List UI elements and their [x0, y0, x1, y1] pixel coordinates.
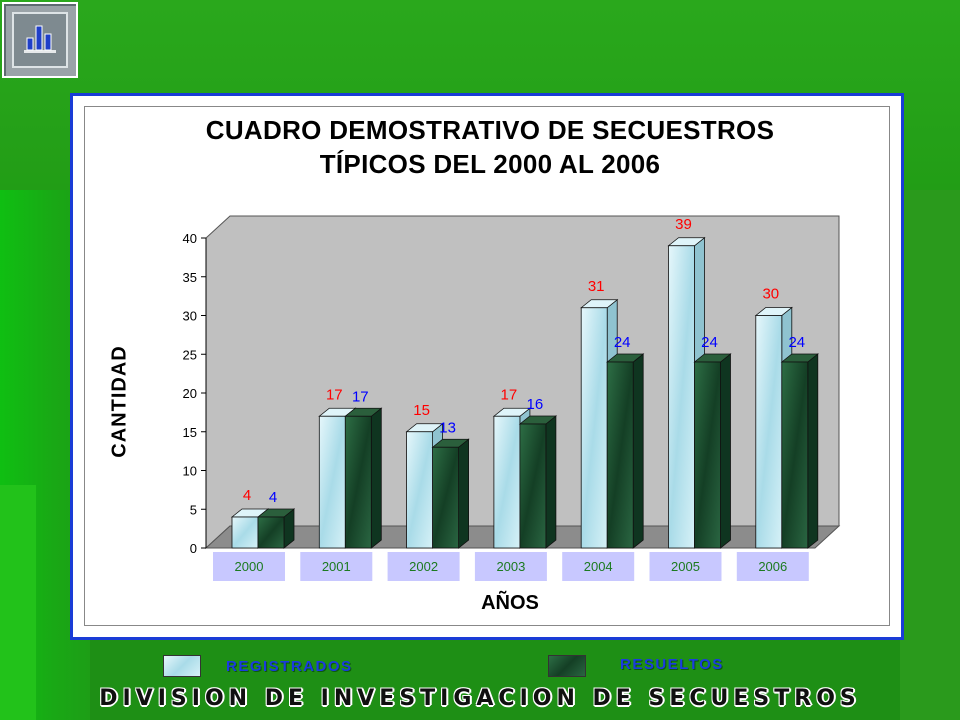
data-label-registrados: 4 — [243, 487, 251, 504]
bar-side-resueltos — [370, 407, 382, 549]
bar-registrados — [668, 245, 695, 549]
bar-registrados — [755, 315, 783, 549]
background-right-band — [900, 190, 960, 720]
y-tick-label: 0 — [190, 541, 197, 556]
bar-registrados — [318, 415, 346, 549]
y-tick-label: 35 — [183, 270, 197, 285]
bar-side-resueltos — [545, 415, 557, 549]
background-left-strip — [0, 485, 36, 720]
data-label-registrados: 30 — [762, 286, 779, 303]
x-tick-box — [474, 552, 547, 581]
bar-side-resueltos — [632, 353, 644, 549]
x-tick-box — [213, 552, 285, 581]
bar-registrados — [580, 307, 608, 549]
x-tick-box — [736, 552, 809, 581]
data-label-resueltos: 24 — [701, 334, 718, 351]
bar-resueltos — [694, 361, 721, 549]
y-tick-label: 30 — [183, 309, 197, 324]
x-tick-label: 2005 — [671, 559, 700, 574]
bar-resueltos — [432, 446, 460, 549]
x-tick-label: 2001 — [322, 559, 351, 574]
bar-registrados — [231, 516, 259, 549]
legend-label-registrados: REGISTRADOS — [226, 658, 353, 675]
x-tick-label: 2000 — [235, 559, 264, 574]
background-bottom-band — [90, 640, 900, 720]
data-label-resueltos: 13 — [439, 419, 456, 436]
bar-registrados — [493, 415, 521, 549]
y-tick-label: 20 — [183, 386, 197, 401]
y-tick-label: 5 — [190, 502, 197, 517]
data-label-resueltos: 4 — [269, 489, 277, 506]
bar-resueltos — [606, 361, 634, 549]
bar-resueltos — [344, 415, 372, 549]
bar-side-resueltos — [720, 353, 731, 549]
chart-title-line2: TÍPICOS DEL 2000 AL 2006 — [319, 149, 661, 179]
x-tick-box — [300, 552, 373, 581]
bar-resueltos — [519, 423, 547, 549]
x-tick-label: 2002 — [409, 559, 438, 574]
legend-swatch-registrados — [163, 655, 201, 677]
y-tick-label: 15 — [183, 425, 197, 440]
logo-button[interactable] — [2, 2, 78, 78]
data-label-resueltos: 16 — [527, 396, 544, 413]
footer-title: DIVISION DE INVESTIGACION DE SECUESTROS — [99, 686, 861, 711]
chart-title-line1: CUADRO DEMOSTRATIVO DE SECUESTROS — [205, 115, 775, 145]
x-tick-label: 2003 — [496, 559, 525, 574]
bar-chart-icon — [12, 12, 68, 68]
bar-side-resueltos — [458, 438, 470, 549]
x-tick-label: 2004 — [584, 559, 613, 574]
data-label-registrados: 39 — [675, 216, 692, 233]
data-label-resueltos: 24 — [614, 334, 631, 351]
x-tick-box — [649, 552, 722, 581]
bar-side-resueltos — [807, 353, 819, 549]
y-tick-label: 25 — [183, 347, 197, 362]
y-tick-label: 10 — [183, 464, 197, 479]
legend-swatch-resueltos — [548, 655, 586, 677]
data-label-resueltos: 24 — [788, 334, 805, 351]
data-label-registrados: 17 — [326, 386, 343, 403]
data-label-registrados: 31 — [588, 278, 605, 295]
y-tick-label: 40 — [183, 231, 197, 246]
x-tick-label: 2006 — [758, 559, 787, 574]
legend-label-resueltos: RESUELTOS — [620, 656, 724, 673]
data-label-registrados: 17 — [501, 386, 518, 403]
data-label-resueltos: 17 — [352, 388, 369, 405]
bar-resueltos — [781, 361, 809, 549]
x-axis-label: AÑOS — [481, 592, 539, 614]
data-label-registrados: 15 — [413, 402, 430, 419]
x-tick-box — [387, 552, 460, 581]
bar-registrados — [406, 431, 434, 549]
chart-plot-border — [84, 106, 890, 626]
bar-resueltos — [257, 516, 285, 549]
x-tick-box — [562, 552, 635, 581]
